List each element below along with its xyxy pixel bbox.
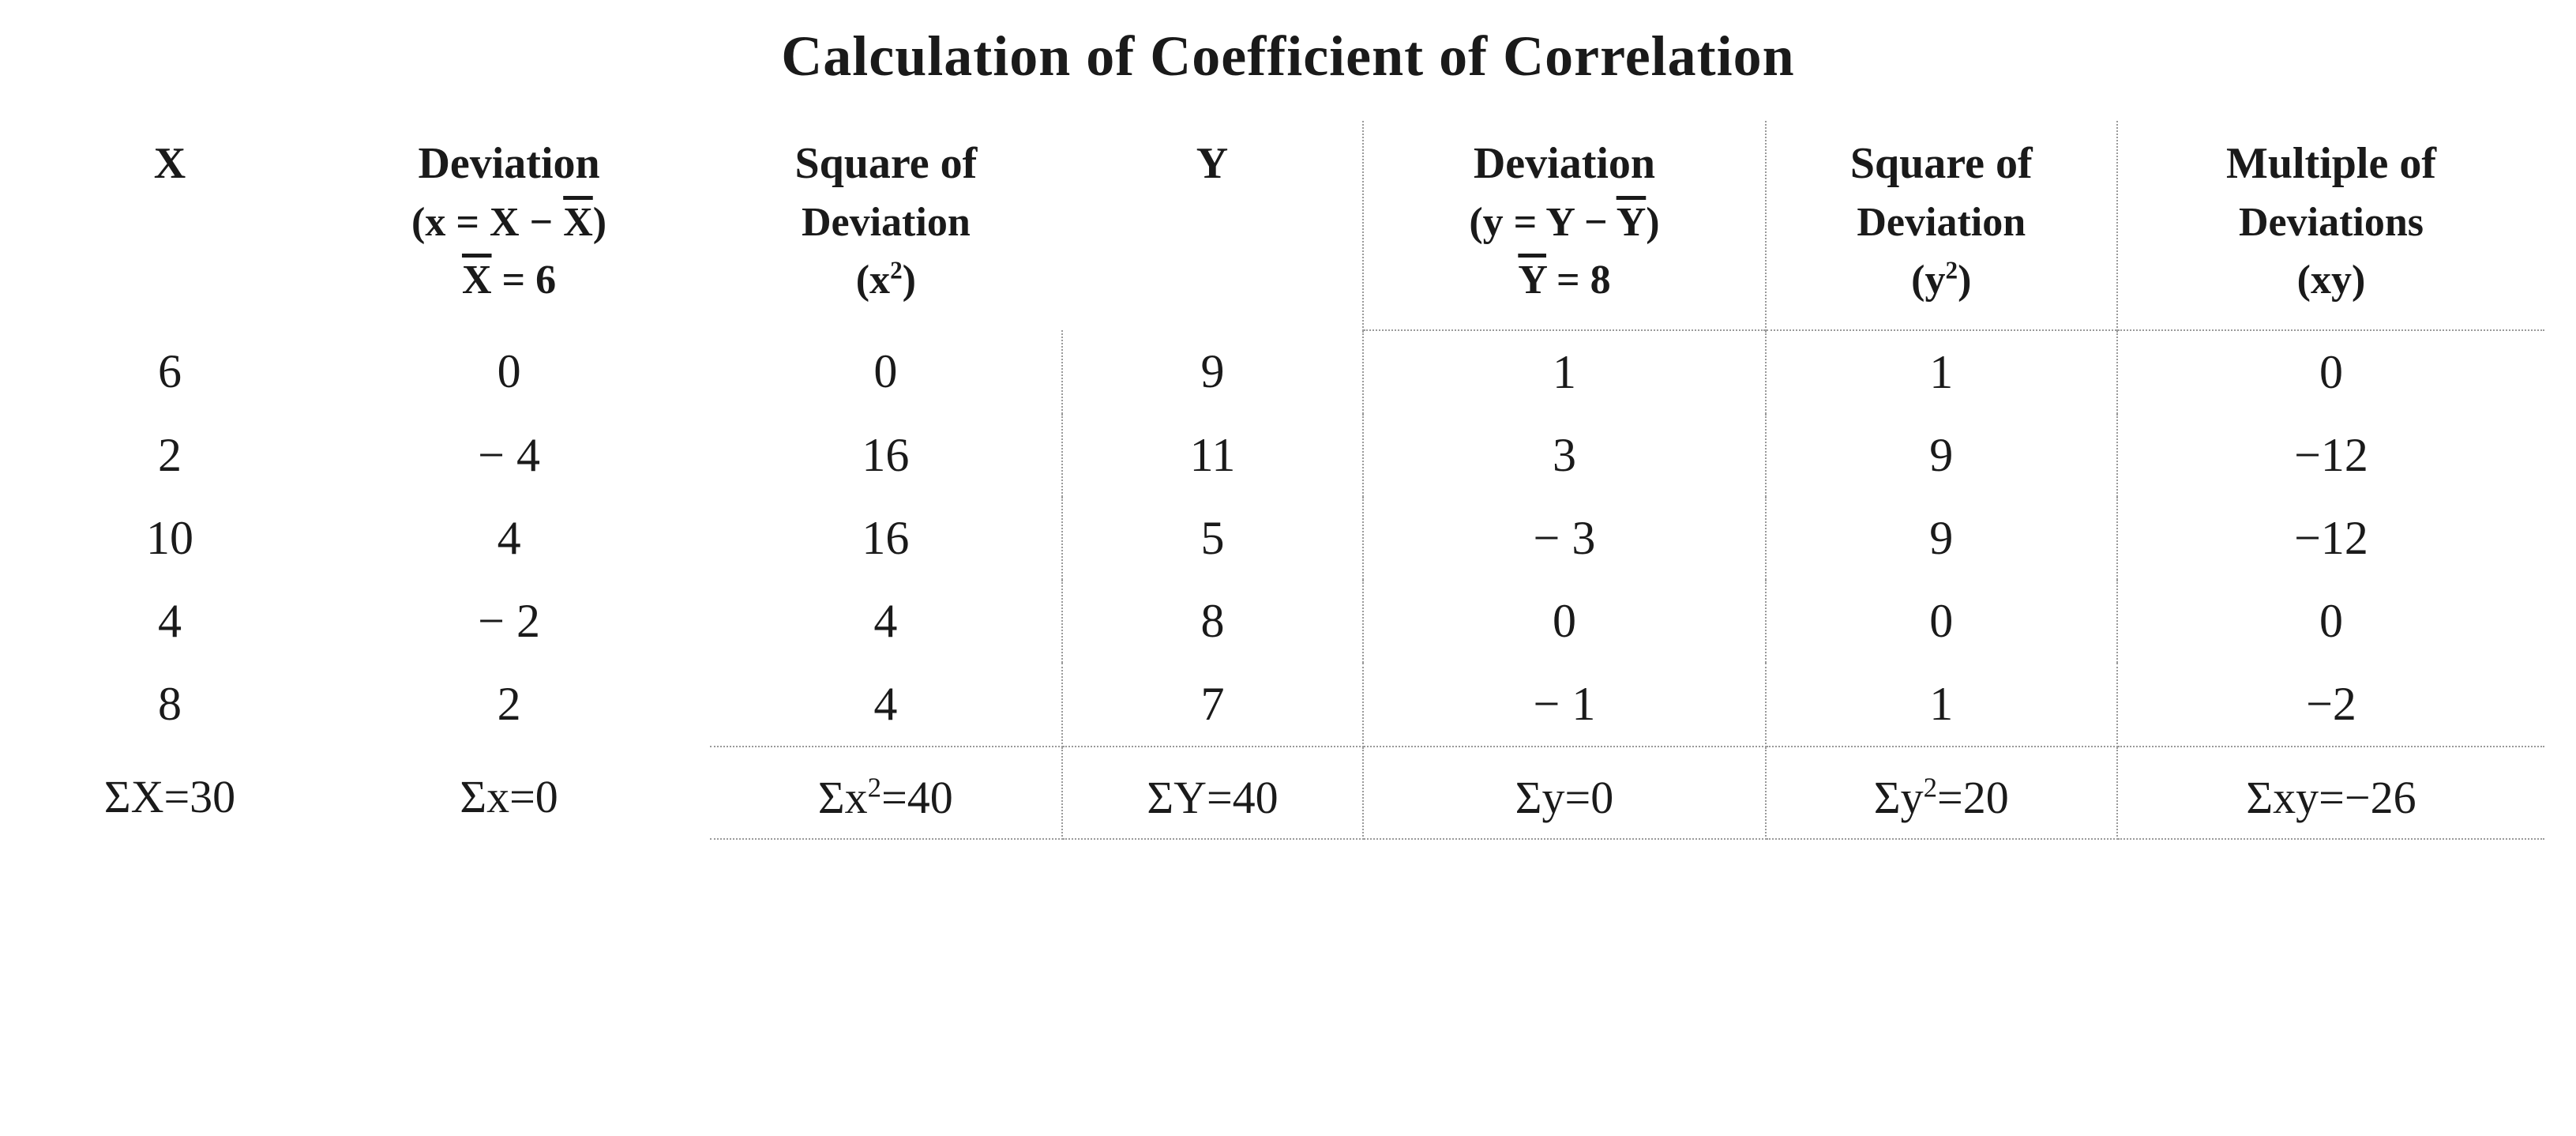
th-xy-extra: (xy) bbox=[2124, 254, 2538, 307]
total-x-dev: Σx=0 bbox=[308, 747, 710, 839]
total-Y: ΣY=40 bbox=[1062, 747, 1364, 839]
th-xy: Multiple of Deviations (xy) bbox=[2117, 121, 2544, 330]
th-x-dev: Deviation (x = X − X) X = 6 bbox=[308, 121, 710, 330]
correlation-table: X Deviation (x = X − X) X = 6 Square of … bbox=[32, 121, 2544, 840]
cell-Y: 11 bbox=[1062, 414, 1364, 497]
cell-x-sq: 4 bbox=[710, 580, 1061, 663]
cell-x-dev: 4 bbox=[308, 497, 710, 580]
total-y-dev: Σy=0 bbox=[1363, 747, 1765, 839]
th-xy-sub: Deviations bbox=[2124, 196, 2538, 250]
total-x-sq: Σx2=40 bbox=[710, 747, 1061, 839]
th-x-sq: Square of Deviation (x2) bbox=[710, 121, 1061, 330]
cell-Y: 7 bbox=[1062, 663, 1364, 747]
cell-x-dev: − 4 bbox=[308, 414, 710, 497]
cell-xy: 0 bbox=[2117, 330, 2544, 414]
th-y-dev-sub: (y = Y − Y) bbox=[1370, 196, 1758, 250]
cell-x-dev: 2 bbox=[308, 663, 710, 747]
th-Y: Y bbox=[1062, 121, 1364, 330]
table-row: 8 2 4 7 − 1 1 −2 bbox=[32, 663, 2544, 747]
cell-y-dev: − 3 bbox=[1363, 497, 1765, 580]
cell-y-sq: 1 bbox=[1766, 663, 2117, 747]
th-x-sq-extra: (x2) bbox=[716, 254, 1055, 307]
cell-y-sq: 9 bbox=[1766, 497, 2117, 580]
totals-row: ΣX=30 Σx=0 Σx2=40 ΣY=40 Σy=0 Σy2=20 Σxy=… bbox=[32, 747, 2544, 839]
th-y-dev: Deviation (y = Y − Y) Y = 8 bbox=[1363, 121, 1765, 330]
cell-y-dev: 1 bbox=[1363, 330, 1765, 414]
cell-y-sq: 1 bbox=[1766, 330, 2117, 414]
th-xy-main: Multiple of bbox=[2226, 139, 2436, 188]
table-row: 10 4 16 5 − 3 9 −12 bbox=[32, 497, 2544, 580]
total-y-sq: Σy2=20 bbox=[1766, 747, 2117, 839]
cell-y-dev: 3 bbox=[1363, 414, 1765, 497]
cell-y-sq: 0 bbox=[1766, 580, 2117, 663]
cell-xy: 0 bbox=[2117, 580, 2544, 663]
cell-Y: 8 bbox=[1062, 580, 1364, 663]
table-row: 2 − 4 16 11 3 9 −12 bbox=[32, 414, 2544, 497]
table-row: 6 0 0 9 1 1 0 bbox=[32, 330, 2544, 414]
cell-x-sq: 16 bbox=[710, 414, 1061, 497]
th-X-main: X bbox=[154, 139, 186, 188]
th-X: X bbox=[32, 121, 308, 330]
th-x-dev-sub: (x = X − X) bbox=[314, 196, 704, 250]
th-y-sq: Square of Deviation (y2) bbox=[1766, 121, 2117, 330]
th-x-dev-extra: X = 6 bbox=[314, 254, 704, 307]
th-Y-main: Y bbox=[1196, 139, 1228, 188]
cell-Y: 9 bbox=[1062, 330, 1364, 414]
cell-y-dev: 0 bbox=[1363, 580, 1765, 663]
cell-x-dev: 0 bbox=[308, 330, 710, 414]
table-body: 6 0 0 9 1 1 0 2 − 4 16 11 3 9 −12 10 4 1… bbox=[32, 330, 2544, 839]
cell-xy: −2 bbox=[2117, 663, 2544, 747]
total-xy: Σxy=−26 bbox=[2117, 747, 2544, 839]
cell-X: 2 bbox=[32, 414, 308, 497]
cell-x-dev: − 2 bbox=[308, 580, 710, 663]
th-y-sq-sub: Deviation bbox=[1773, 196, 2110, 250]
cell-X: 6 bbox=[32, 330, 308, 414]
page-title: Calculation of Coefficient of Correlatio… bbox=[32, 24, 2544, 89]
th-y-sq-main: Square of bbox=[1850, 139, 2033, 188]
cell-X: 8 bbox=[32, 663, 308, 747]
th-y-dev-extra: Y = 8 bbox=[1370, 254, 1758, 307]
header-row: X Deviation (x = X − X) X = 6 Square of … bbox=[32, 121, 2544, 330]
table-row: 4 − 2 4 8 0 0 0 bbox=[32, 580, 2544, 663]
cell-X: 4 bbox=[32, 580, 308, 663]
cell-x-sq: 0 bbox=[710, 330, 1061, 414]
th-x-sq-main: Square of bbox=[794, 139, 977, 188]
cell-X: 10 bbox=[32, 497, 308, 580]
cell-Y: 5 bbox=[1062, 497, 1364, 580]
cell-y-dev: − 1 bbox=[1363, 663, 1765, 747]
th-x-dev-main: Deviation bbox=[418, 139, 599, 188]
cell-x-sq: 4 bbox=[710, 663, 1061, 747]
cell-xy: −12 bbox=[2117, 414, 2544, 497]
th-y-dev-main: Deviation bbox=[1474, 139, 1655, 188]
cell-x-sq: 16 bbox=[710, 497, 1061, 580]
total-X: ΣX=30 bbox=[32, 747, 308, 839]
cell-y-sq: 9 bbox=[1766, 414, 2117, 497]
th-x-sq-sub: Deviation bbox=[716, 196, 1055, 250]
cell-xy: −12 bbox=[2117, 497, 2544, 580]
th-y-sq-extra: (y2) bbox=[1773, 254, 2110, 307]
